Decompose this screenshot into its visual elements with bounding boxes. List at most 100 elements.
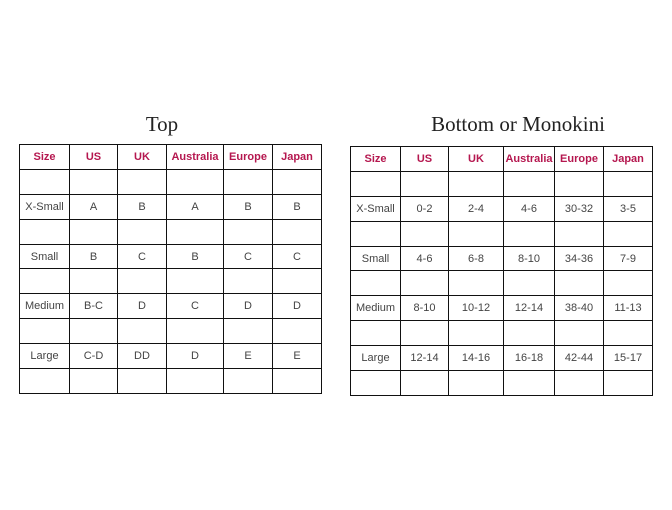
size-label: Medium (350, 295, 401, 322)
empty-cell (19, 368, 70, 394)
empty-cell (603, 320, 653, 347)
size-value: D (272, 293, 322, 320)
size-value: D (223, 293, 273, 320)
size-value: D (117, 293, 167, 320)
empty-cell (503, 220, 555, 247)
empty-cell (69, 368, 118, 394)
size-value: 11-13 (603, 295, 653, 322)
header-row: Size US UK Australia Europe Japan (350, 146, 653, 172)
empty-cell (272, 268, 322, 295)
blank-row (350, 370, 653, 396)
size-value: 15-17 (603, 345, 653, 372)
empty-cell (166, 218, 224, 245)
empty-cell (166, 318, 224, 345)
empty-cell (19, 168, 70, 195)
table-row: X-Small 0-2 2-4 4-6 30-32 3-5 (350, 195, 653, 222)
empty-cell (448, 270, 504, 297)
blank-row (19, 168, 322, 195)
blank-row (19, 218, 322, 245)
empty-cell (350, 170, 401, 197)
column-header: Australia (503, 146, 555, 172)
size-label: X-Small (19, 193, 70, 220)
size-value: E (223, 343, 273, 370)
empty-cell (448, 220, 504, 247)
empty-cell (603, 370, 653, 396)
empty-cell (554, 370, 604, 396)
size-value: 4-6 (400, 245, 449, 272)
blank-row (350, 170, 653, 197)
empty-cell (603, 220, 653, 247)
size-value: B (223, 193, 273, 220)
column-header: Japan (603, 146, 653, 172)
empty-cell (69, 318, 118, 345)
empty-cell (272, 168, 322, 195)
empty-cell (117, 318, 167, 345)
empty-cell (350, 320, 401, 347)
empty-cell (400, 270, 449, 297)
empty-cell (223, 168, 273, 195)
size-value: 0-2 (400, 195, 449, 222)
table-row: Medium B-C D C D D (19, 293, 322, 320)
table-row: Small 4-6 6-8 8-10 34-36 7-9 (350, 245, 653, 272)
empty-cell (223, 268, 273, 295)
table-row: Large 12-14 14-16 16-18 42-44 15-17 (350, 345, 653, 372)
size-value: B (166, 243, 224, 270)
empty-cell (117, 168, 167, 195)
size-value: A (166, 193, 224, 220)
column-header: Size (350, 146, 401, 172)
header-row: Size US UK Australia Europe Japan (19, 144, 322, 170)
size-value: A (69, 193, 118, 220)
column-header: UK (117, 144, 167, 170)
size-value: 6-8 (448, 245, 504, 272)
empty-cell (272, 368, 322, 394)
empty-cell (554, 220, 604, 247)
size-label: Large (19, 343, 70, 370)
empty-cell (19, 218, 70, 245)
empty-cell (69, 218, 118, 245)
size-label: Large (350, 345, 401, 372)
table-row: Medium 8-10 10-12 12-14 38-40 11-13 (350, 295, 653, 322)
empty-cell (400, 170, 449, 197)
empty-cell (448, 170, 504, 197)
size-value: D (166, 343, 224, 370)
empty-cell (503, 270, 555, 297)
size-value: C (272, 243, 322, 270)
blank-row (19, 368, 322, 394)
size-value: 2-4 (448, 195, 504, 222)
empty-cell (554, 320, 604, 347)
empty-cell (69, 268, 118, 295)
bottom-title: Bottom or Monokini (431, 112, 605, 136)
empty-cell (19, 318, 70, 345)
empty-cell (272, 218, 322, 245)
size-value: DD (117, 343, 167, 370)
size-value: C (166, 293, 224, 320)
column-header: Europe (223, 144, 273, 170)
empty-cell (350, 370, 401, 396)
column-header: US (69, 144, 118, 170)
size-value: E (272, 343, 322, 370)
empty-cell (400, 220, 449, 247)
size-label: Medium (19, 293, 70, 320)
size-value: 14-16 (448, 345, 504, 372)
size-value: B (69, 243, 118, 270)
empty-cell (503, 320, 555, 347)
size-value: 42-44 (554, 345, 604, 372)
empty-cell (503, 370, 555, 396)
empty-cell (554, 170, 604, 197)
size-value: B (272, 193, 322, 220)
size-value: 8-10 (400, 295, 449, 322)
column-header: Australia (166, 144, 224, 170)
column-header: UK (448, 146, 504, 172)
size-value: 8-10 (503, 245, 555, 272)
column-header: Japan (272, 144, 322, 170)
top-size-table: Size US UK Australia Europe Japan X-Small A B A B B… (19, 144, 322, 394)
size-value: C-D (69, 343, 118, 370)
blank-row (19, 268, 322, 295)
column-header: US (400, 146, 449, 172)
empty-cell (117, 368, 167, 394)
empty-cell (448, 370, 504, 396)
column-header: Europe (554, 146, 604, 172)
size-value: C (223, 243, 273, 270)
size-value: 16-18 (503, 345, 555, 372)
size-value: 34-36 (554, 245, 604, 272)
